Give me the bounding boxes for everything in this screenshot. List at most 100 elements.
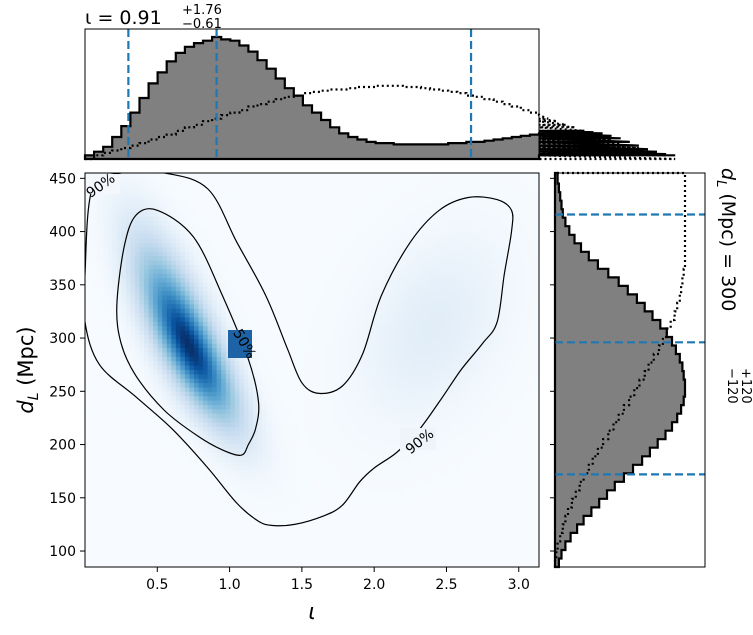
density-cell [134, 194, 141, 200]
density-cell [262, 321, 268, 327]
density-cell [193, 317, 200, 323]
density-cell [193, 365, 200, 371]
density-cell [489, 304, 495, 310]
density-cell [193, 203, 200, 209]
density-cell [416, 343, 422, 349]
density-cell [221, 229, 227, 235]
density-cell [384, 247, 390, 253]
density-cell [284, 216, 290, 222]
density-cell [511, 299, 517, 305]
density-cell [443, 216, 449, 222]
density-cell [162, 291, 168, 297]
density-cell [361, 278, 368, 284]
density-cell [520, 273, 526, 279]
density-cell [425, 356, 431, 362]
density-cell [175, 199, 181, 205]
density-cell [166, 378, 172, 384]
density-cell [489, 365, 495, 371]
density-cell [116, 348, 122, 354]
density-cell [443, 243, 449, 249]
density-cell [366, 243, 372, 249]
density-cell [452, 247, 458, 253]
density-cell [203, 234, 209, 240]
density-cell [330, 177, 336, 183]
density-cell [130, 356, 136, 362]
density-cell [189, 199, 195, 205]
density-cell [511, 203, 517, 209]
density-cell [343, 291, 349, 297]
density-cell [430, 334, 436, 340]
density-cell [162, 264, 168, 270]
density-cell [171, 247, 177, 253]
density-cell [130, 365, 136, 371]
density-cell [375, 173, 381, 178]
density-cell [262, 352, 268, 358]
density-cell [479, 260, 486, 266]
density-cell [439, 221, 445, 227]
density-cell [207, 225, 213, 231]
density-cell [357, 251, 363, 257]
density-cell [416, 286, 422, 292]
density-cell [184, 243, 191, 249]
density-cell [452, 370, 458, 375]
density-cell [144, 356, 150, 362]
density-cell [389, 339, 395, 345]
density-cell [502, 383, 508, 389]
density-cell [434, 282, 440, 288]
density-cell [207, 229, 213, 235]
density-cell [162, 299, 168, 305]
density-cell [144, 361, 150, 367]
density-cell [153, 313, 159, 319]
density-cell [407, 370, 413, 375]
density-cell [493, 326, 499, 332]
density-cell [398, 348, 404, 354]
density-cell [85, 273, 91, 279]
density-cell [470, 256, 477, 262]
density-cell [212, 339, 218, 345]
density-cell [475, 260, 481, 266]
density-cell [529, 308, 536, 314]
density-cell [302, 260, 309, 266]
density-cell [439, 352, 445, 358]
density-cell [284, 208, 290, 213]
density-cell [221, 234, 227, 240]
density-cell [321, 273, 327, 279]
density-cell [420, 387, 427, 393]
density-cell [461, 173, 467, 178]
density-cell [112, 212, 118, 218]
density-cell [112, 234, 118, 240]
density-cell [529, 269, 536, 275]
density-cell [402, 243, 408, 249]
density-cell [466, 190, 472, 196]
density-cell [361, 339, 368, 345]
density-cell [479, 282, 486, 288]
density-cell [425, 286, 431, 292]
density-cell [271, 260, 277, 266]
density-cell [516, 243, 522, 249]
density-cell [361, 194, 368, 200]
density-cell [157, 229, 163, 235]
density-cell [198, 299, 204, 305]
density-cell [284, 264, 290, 270]
density-cell [284, 387, 290, 393]
density-cell [398, 370, 404, 375]
density-cell [307, 361, 313, 367]
density-cell [348, 299, 354, 305]
density-cell [289, 229, 295, 235]
density-cell [307, 203, 313, 209]
density-cell [398, 221, 404, 227]
density-cell [134, 374, 141, 380]
density-cell [175, 321, 181, 327]
density-cell [511, 238, 517, 244]
density-cell [293, 221, 299, 227]
density-cell [307, 383, 313, 389]
density-cell [393, 387, 399, 393]
density-cell [193, 216, 200, 222]
density-cell [148, 208, 154, 213]
density-cell [348, 238, 354, 244]
density-cell [316, 343, 322, 349]
density-cell [239, 291, 245, 297]
density-cell [248, 308, 254, 314]
density-cell [271, 378, 277, 384]
density-cell [330, 321, 336, 327]
